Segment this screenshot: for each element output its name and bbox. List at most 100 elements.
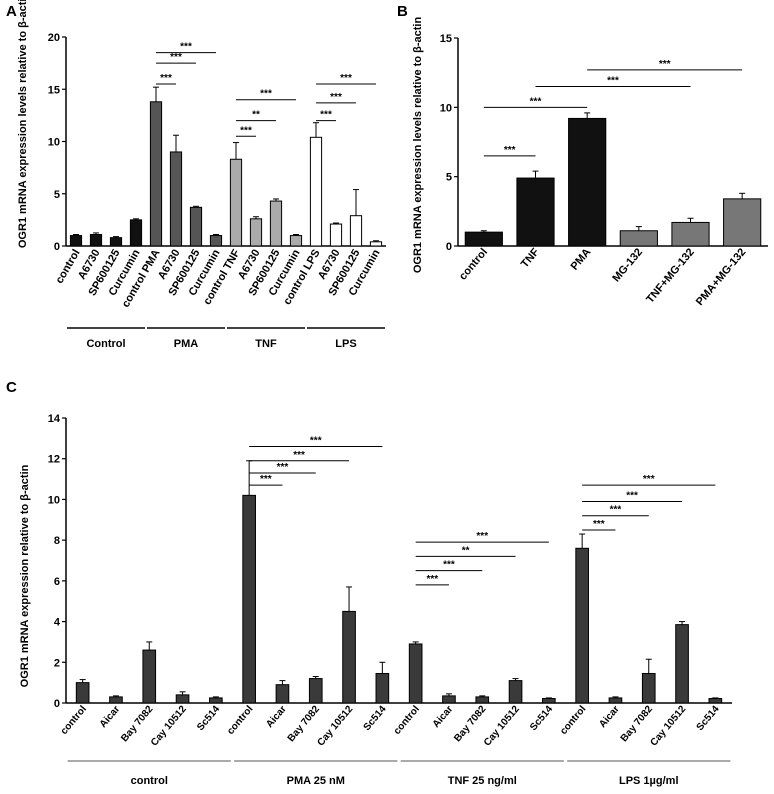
panel-c-category-label: Bay 7082 [619, 704, 656, 745]
panel-b-ytick-label: 15 [440, 33, 452, 45]
panel-c-bar [608, 697, 623, 704]
panel-b-category-label: PMA [569, 246, 594, 272]
panel-letter-b: B [397, 3, 408, 20]
panel-a-significance-label: *** [160, 73, 172, 84]
panel-a-plot: 05101520controlA6730SP600125Curcumincont… [48, 32, 386, 350]
panel-a-ytick-label: 15 [48, 84, 60, 96]
panel-a-significance-label: *** [240, 125, 252, 136]
panel-c-category-label: Bay 7082 [286, 704, 323, 745]
panel-c-category-label: Aicar [597, 704, 622, 730]
panel-c-category-label: Aicar [431, 704, 456, 730]
panel-c-category-label: Cay 10512 [648, 704, 688, 749]
panel-a-ytick-label: 20 [48, 32, 60, 44]
panel-c-significance-label: *** [593, 519, 605, 530]
panel-c-bar [375, 672, 390, 704]
panel-a-bar [369, 241, 383, 247]
panel-c-category-label: Sc514 [195, 704, 222, 734]
panel-c-ytick-label: 2 [54, 657, 60, 669]
panel-b-category-label: PMA+MG-132 [694, 246, 749, 308]
panel-c-bar [675, 624, 689, 704]
panel-a-significance-label: *** [170, 52, 182, 63]
panel-a-bar [189, 206, 203, 247]
panel-c-ytick-label: 4 [54, 617, 61, 629]
panel-c-category-label: Aicar [264, 704, 289, 730]
panel-c-significance-label: *** [277, 462, 289, 473]
panel-b-significance-label: *** [504, 145, 516, 156]
panel-a-group-label: TNF [255, 338, 277, 350]
panel-a-bar [149, 101, 163, 247]
panel-b-bar [671, 221, 710, 247]
panel-c-group-label: TNF 25 ng/ml [448, 775, 517, 787]
panel-a-bar [69, 235, 83, 247]
panel-a-ytick-label: 0 [54, 241, 60, 253]
panel-c-group-label: LPS 1µg/ml [619, 775, 679, 787]
panel-a-bar [129, 219, 143, 247]
panel-c-bar [109, 696, 123, 704]
panel-a-group-label: Control [86, 338, 125, 350]
panel-a-bar [329, 223, 343, 247]
panel-c-significance-label: *** [310, 436, 322, 447]
panel-c-bar [542, 698, 556, 704]
panel-c-category-label: Cay 10512 [482, 704, 522, 749]
panel-c-bar [175, 694, 190, 704]
panel-a-ytick-label: 5 [54, 189, 60, 201]
panel-c-bar [75, 682, 90, 704]
panel-c-significance-label: *** [610, 505, 622, 516]
panel-c-significance-label: *** [293, 450, 305, 461]
panel-c-bar [275, 684, 290, 704]
panel-c-group-label: control [131, 775, 168, 787]
panel-c-ytick-label: 10 [48, 494, 60, 506]
panel-c-category-label: Cay 10512 [149, 704, 189, 749]
panel-c-significance-label: *** [426, 574, 438, 585]
panel-c-bar [708, 698, 723, 704]
panel-c-bar [575, 547, 589, 704]
panel-c-ytick-label: 0 [54, 698, 60, 710]
panel-c-category-label: control [558, 704, 588, 737]
panel-c-significance-label: *** [643, 474, 655, 485]
panel-b-ytick-label: 0 [446, 241, 452, 253]
panel-c-ylabel: OGR1 mRNA expression relative to β-actin [19, 464, 31, 687]
panel-c-significance-label: ** [462, 545, 470, 556]
panel-c-ytick-label: 6 [54, 576, 60, 588]
panel-c-ytick-label: 14 [48, 413, 61, 425]
panel-a-bar [349, 215, 363, 247]
panel-b-significance-label: *** [530, 96, 542, 107]
panel-c-ytick-label: 8 [54, 535, 60, 547]
panel-b-category-label: MG-132 [610, 246, 645, 284]
panel-b-significance-label: *** [659, 59, 671, 70]
panel-a-group-label: LPS [335, 338, 356, 350]
panel-c-category-label: Sc514 [695, 704, 722, 734]
panel-c-bar [475, 696, 490, 704]
panel-c-bar [641, 672, 656, 704]
panel-c-category-label: Aicar [98, 704, 123, 730]
panel-c-category-label: Bay 7082 [452, 704, 489, 745]
panel-b-bar [516, 177, 555, 247]
panel-c-bar [408, 643, 423, 704]
panel-a-bar [289, 235, 303, 247]
panel-a: OGR1 mRNA expression levels relative to … [17, 0, 386, 350]
panel-b: OGR1 mRNA expression levels relative to … [412, 17, 768, 308]
panel-c-group-label: PMA 25 nM [287, 775, 345, 787]
panel-b-bar [723, 198, 762, 247]
panel-c-category-label: Sc514 [528, 704, 555, 734]
panel-c-bar [242, 494, 256, 704]
panel-a-bar [109, 237, 123, 247]
panel-a-bar [269, 200, 283, 247]
panel-letter-a: A [6, 3, 17, 20]
panel-a-bar [169, 151, 183, 247]
panel-a-significance-label: *** [260, 89, 272, 100]
panel-a-category-label: control [54, 248, 83, 286]
panel-c: OGR1 mRNA expression relative to β-actin… [19, 413, 732, 787]
panel-c-bar [442, 695, 456, 704]
panel-c-significance-label: *** [626, 490, 638, 501]
panel-a-bar [249, 218, 263, 247]
panel-a-ytick-label: 10 [48, 137, 60, 149]
panel-a-significance-label: *** [340, 73, 352, 84]
panel-c-bar [342, 610, 356, 704]
panel-a-significance-label: ** [252, 110, 260, 121]
panel-c-significance-label: *** [443, 560, 455, 571]
panel-b-bar [464, 231, 503, 247]
panel-c-bar [209, 697, 223, 704]
